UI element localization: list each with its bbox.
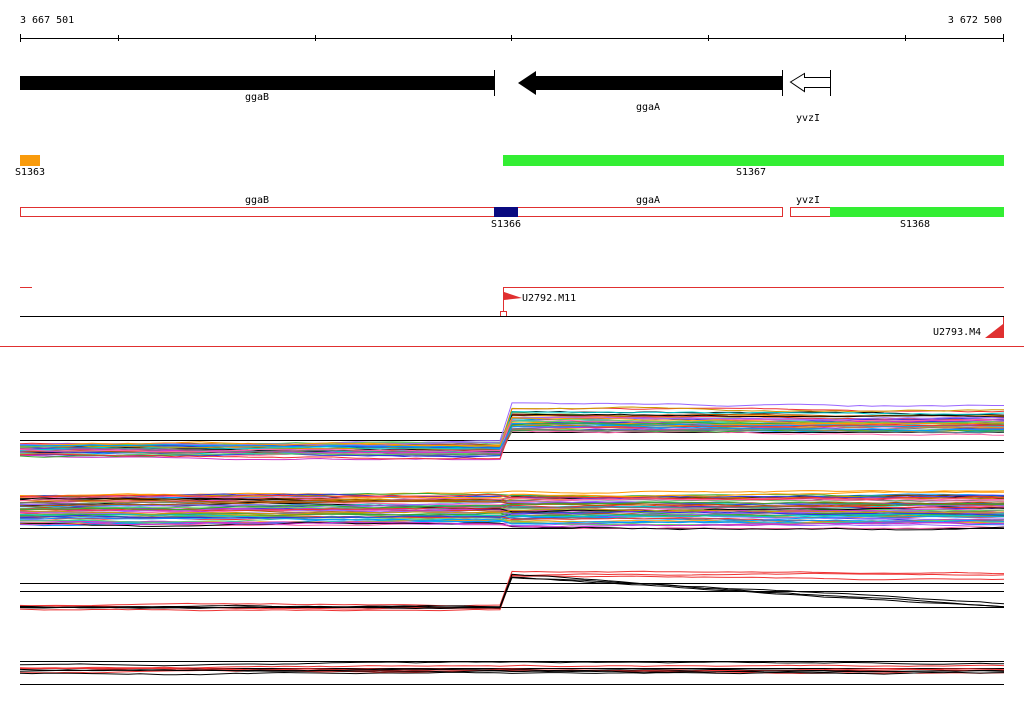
feature-track: [0, 287, 1024, 347]
gene-label: ggaA: [636, 102, 660, 113]
ruler: [20, 34, 1004, 42]
profile-line: [19, 521, 1005, 531]
feature-flag: [504, 292, 522, 300]
feature-label: U2792.M11: [522, 293, 576, 304]
profile-line: [19, 664, 1005, 670]
segment-label: S1367: [736, 167, 766, 178]
profile-line: [19, 490, 1005, 499]
feature-label: U2793.M4: [933, 327, 981, 338]
segment-label: S1366: [491, 219, 521, 230]
profile-line: [19, 573, 1005, 609]
feature-flag: [985, 324, 1003, 338]
gene-ggaA: [518, 71, 782, 95]
profile-line: [19, 576, 1005, 609]
profile-line: [19, 671, 1005, 676]
profile-line: [19, 570, 1005, 607]
gene-yvzI: [789, 72, 831, 93]
profile-line: [19, 501, 1005, 513]
segment-label: S1368: [900, 219, 930, 230]
profile-line: [19, 513, 1005, 519]
gene-box: [790, 207, 831, 217]
profile-line: [19, 575, 1005, 612]
profile-line: [19, 510, 1005, 519]
gene-box: [20, 207, 783, 217]
profile-line: [20, 667, 1005, 672]
ruler-start: 3 667 501: [20, 15, 74, 26]
profile-line: [19, 416, 1005, 447]
segment-label: S1363: [15, 167, 45, 178]
ruler-end: 3 672 500: [948, 15, 1002, 26]
segment: [503, 155, 1004, 166]
expression-profiles: [19, 402, 1005, 685]
profile-line: [19, 502, 1005, 511]
profile-line: [19, 413, 1005, 454]
profile-line: [19, 517, 1005, 525]
profile-line: [19, 521, 1005, 528]
gene-label: ggaB: [245, 195, 269, 206]
profile-line: [19, 661, 1005, 667]
profile-line: [19, 494, 1005, 500]
gene-label: yvzI: [796, 113, 820, 124]
profile-line: [19, 517, 1005, 526]
profile-line: [19, 508, 1005, 515]
profile-line: [19, 406, 1005, 449]
gene-ggaB: [20, 76, 494, 90]
gene-label: ggaA: [636, 195, 660, 206]
segment: [494, 207, 518, 217]
gene-label: ggaB: [245, 92, 269, 103]
profile-line: [19, 424, 1004, 450]
segment: [830, 207, 1004, 217]
profile-line: [19, 668, 1005, 673]
gene-label: yvzI: [796, 195, 820, 206]
profile-line: [19, 413, 1005, 452]
segment: [20, 155, 40, 166]
